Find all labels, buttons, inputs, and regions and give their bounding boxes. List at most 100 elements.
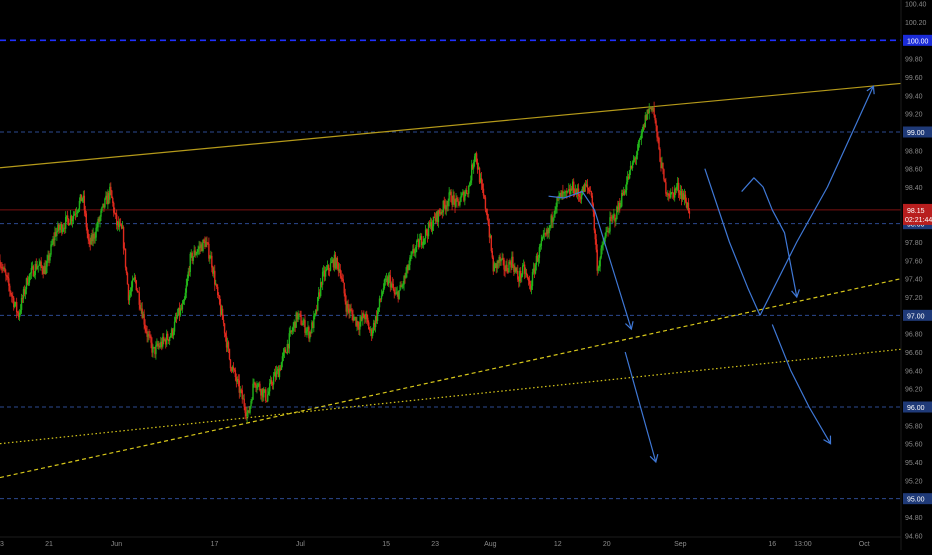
candle-body xyxy=(231,366,234,371)
candle-body xyxy=(214,270,216,285)
candle-body xyxy=(522,264,525,266)
candle-body xyxy=(355,317,357,326)
candle-body xyxy=(571,188,573,190)
price-tick-label: 96.60 xyxy=(905,350,923,357)
candle-body xyxy=(548,227,550,234)
candle-body xyxy=(651,106,653,110)
candle-body xyxy=(471,164,473,181)
time-tick-label: Jul xyxy=(296,541,305,548)
candle-body xyxy=(432,216,435,227)
candle-body xyxy=(210,255,212,259)
candle-body xyxy=(685,201,688,208)
candle-body xyxy=(279,368,282,370)
candle-body xyxy=(188,271,190,273)
candle-body xyxy=(186,278,189,286)
candle-body xyxy=(269,380,272,384)
time-tick-label: 13:00 xyxy=(794,541,812,548)
time-tick-label: Oct xyxy=(859,541,870,548)
candle-body xyxy=(281,356,284,363)
candle-body xyxy=(445,205,447,210)
candle-body xyxy=(640,133,643,139)
candle-body xyxy=(589,191,592,192)
candle-body xyxy=(657,137,659,139)
candle-body xyxy=(201,244,203,252)
candle-body xyxy=(67,219,70,226)
candle-body xyxy=(478,167,481,183)
candle-body xyxy=(0,260,1,267)
candle-body xyxy=(99,216,101,222)
candle-body xyxy=(125,267,128,274)
candle-body xyxy=(178,307,181,316)
trendlines xyxy=(0,82,902,479)
candle-body xyxy=(257,384,259,388)
candle-body xyxy=(489,235,492,238)
candle-body xyxy=(187,271,189,279)
candle-body xyxy=(166,333,168,345)
candle-body xyxy=(74,213,77,215)
candle-body xyxy=(14,302,17,305)
candle-body xyxy=(206,242,208,244)
candle-body xyxy=(270,380,273,385)
candle-body xyxy=(301,324,303,326)
candle-body xyxy=(272,376,275,385)
candle-body xyxy=(632,160,635,163)
candle-body xyxy=(369,329,372,331)
candle-body xyxy=(114,212,116,214)
candle-body xyxy=(667,193,669,195)
candle-body xyxy=(212,267,214,274)
candle-body xyxy=(543,233,545,235)
candle-body xyxy=(674,188,677,190)
candle-body xyxy=(342,279,344,283)
candle-body xyxy=(264,389,266,392)
candle-body xyxy=(145,328,147,332)
candle-body xyxy=(638,139,641,142)
candle-body xyxy=(619,202,621,208)
price-tick-label: 99.80 xyxy=(905,57,923,64)
candle-body xyxy=(624,190,627,193)
candle-body xyxy=(141,308,143,318)
candle-body xyxy=(511,256,513,268)
candle-body xyxy=(683,194,686,200)
price-tick-label: 97.60 xyxy=(905,258,923,265)
candle-body xyxy=(308,327,310,339)
candle-body xyxy=(504,269,506,271)
candle-body xyxy=(353,317,355,321)
candle-body xyxy=(628,170,631,179)
candle-body xyxy=(302,323,304,326)
candle-body xyxy=(124,248,127,268)
candle-body xyxy=(35,264,37,270)
candle-body xyxy=(388,275,391,277)
candle-body xyxy=(168,337,171,342)
candle-body xyxy=(389,275,392,288)
candle-body xyxy=(34,264,37,275)
candle-body xyxy=(530,285,533,290)
candle-body xyxy=(495,263,497,269)
candle-body xyxy=(240,389,242,391)
candle-body xyxy=(401,285,403,288)
candle-body xyxy=(37,265,39,267)
axes xyxy=(0,0,902,550)
candle-body xyxy=(474,153,477,157)
candle-body xyxy=(604,236,606,242)
candle-body xyxy=(552,217,554,223)
candle-body xyxy=(163,336,165,341)
candle-body xyxy=(65,215,68,217)
price-tick-label: 99.20 xyxy=(905,112,923,119)
candle-body xyxy=(92,233,94,242)
candle-body xyxy=(265,389,267,401)
candle-body xyxy=(567,190,569,193)
candle-body xyxy=(566,190,568,193)
candle-body xyxy=(318,292,320,298)
candle-body xyxy=(129,291,132,296)
candle-body xyxy=(76,211,79,214)
candle-body xyxy=(614,214,616,222)
candle-body xyxy=(211,255,213,268)
candle-body xyxy=(135,280,138,291)
candle-body xyxy=(109,186,111,200)
candle-body xyxy=(397,291,399,299)
candle-body xyxy=(189,253,191,272)
price-tick-label: 99.40 xyxy=(905,93,923,100)
candle-body xyxy=(688,211,691,214)
